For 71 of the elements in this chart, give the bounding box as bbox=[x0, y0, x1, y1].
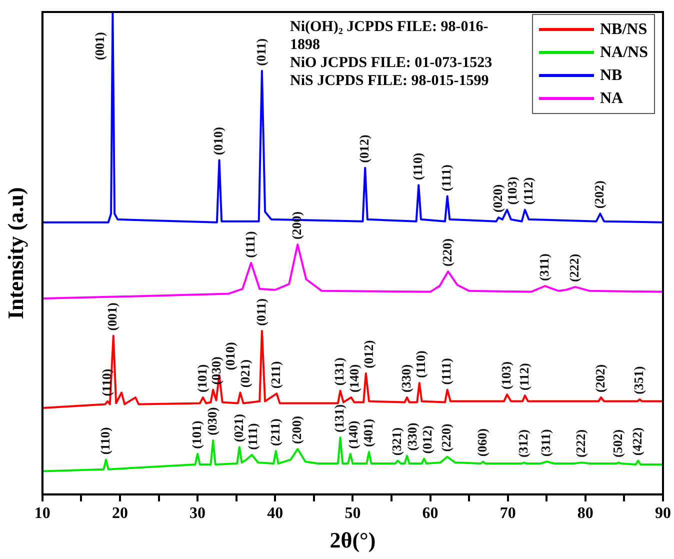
annotation: (131) bbox=[332, 358, 347, 386]
annotation: (112) bbox=[520, 177, 536, 205]
annotation: (010) bbox=[210, 126, 226, 156]
annotation: Ni(OH)₂ JCPDS FILE: 98-016-1898 bbox=[290, 18, 490, 54]
annotation: (110) bbox=[98, 368, 114, 396]
annotation: (012) bbox=[419, 426, 434, 454]
legend-label: NA bbox=[600, 90, 624, 108]
annotation: (211) bbox=[267, 418, 282, 446]
x-tick-label: 30 bbox=[190, 505, 206, 522]
annotation: (101) bbox=[188, 420, 204, 449]
legend-label: NB/NS bbox=[600, 20, 648, 38]
annotation: (110) bbox=[410, 152, 425, 180]
annotation: (103) bbox=[498, 361, 514, 390]
annotation: (321) bbox=[389, 427, 404, 456]
annotation: (110) bbox=[97, 427, 112, 455]
annotation: (131) bbox=[332, 404, 347, 432]
x-tick-label: 90 bbox=[655, 505, 671, 522]
x-tick-label: 10 bbox=[34, 505, 50, 522]
annotation: (001) bbox=[92, 32, 108, 60]
annotation: (200) bbox=[288, 416, 304, 444]
annotation: (220) bbox=[438, 424, 454, 452]
annotation: (112) bbox=[516, 363, 532, 391]
annotation: (330) bbox=[398, 364, 414, 392]
annotation: (311) bbox=[538, 429, 553, 457]
annotation: (311) bbox=[536, 254, 552, 282]
annotation: (021) bbox=[238, 359, 253, 388]
annotation: (422) bbox=[630, 427, 645, 456]
x-tick-label: 50 bbox=[344, 505, 361, 522]
annotation: (021) bbox=[230, 414, 246, 442]
annotation: (200) bbox=[288, 211, 304, 240]
annotation: (010) bbox=[222, 342, 238, 370]
annotation: (140) bbox=[346, 420, 361, 449]
annotation: (012) bbox=[361, 340, 376, 368]
annotation: (060) bbox=[474, 428, 490, 457]
x-axis-title: 2θ(°) bbox=[330, 527, 376, 552]
annotation: (110) bbox=[412, 350, 428, 378]
annotation: (011) bbox=[253, 38, 268, 66]
legend-label: NB bbox=[600, 66, 622, 84]
annotation: (220) bbox=[439, 238, 454, 267]
annotation: (012) bbox=[356, 134, 372, 163]
x-tick-label: 80 bbox=[577, 505, 594, 522]
annotation: (020) bbox=[490, 184, 505, 212]
annotation: (351) bbox=[631, 366, 646, 394]
annotation: (111) bbox=[438, 358, 454, 385]
annotation: (222) bbox=[572, 429, 588, 458]
annotation: (211) bbox=[268, 361, 284, 389]
annotation: (202) bbox=[592, 180, 607, 209]
annotation: (502) bbox=[610, 429, 626, 458]
annotation: NiS JCPDS FILE: 98-015-1599 bbox=[290, 72, 490, 90]
annotation: (330) bbox=[404, 422, 420, 451]
annotation: (030) bbox=[208, 356, 224, 385]
legend-label: NA/NS bbox=[600, 44, 648, 62]
annotation: (140) bbox=[346, 364, 362, 392]
annotation: NiO JCPDS FILE: 01-073-1523 bbox=[290, 54, 494, 72]
annotation: (030) bbox=[204, 407, 220, 436]
annotation: (101) bbox=[194, 364, 210, 392]
annotation: (103) bbox=[504, 176, 520, 205]
x-tick-label: 60 bbox=[422, 505, 438, 522]
x-tick-label: 40 bbox=[267, 505, 284, 522]
x-tick-label: 70 bbox=[500, 505, 516, 522]
annotation: (111) bbox=[438, 164, 454, 192]
annotation: (202) bbox=[592, 364, 608, 392]
annotation: (111) bbox=[242, 231, 258, 258]
annotation: (001) bbox=[104, 302, 120, 331]
annotation: (111) bbox=[245, 423, 260, 450]
y-axis-title: Intensity (a.u) bbox=[2, 187, 28, 320]
x-tick-label: 20 bbox=[112, 505, 128, 522]
annotation: (401) bbox=[360, 418, 376, 447]
annotation: (222) bbox=[566, 254, 582, 282]
annotation: (312) bbox=[516, 429, 530, 458]
annotation: (011) bbox=[253, 298, 268, 326]
